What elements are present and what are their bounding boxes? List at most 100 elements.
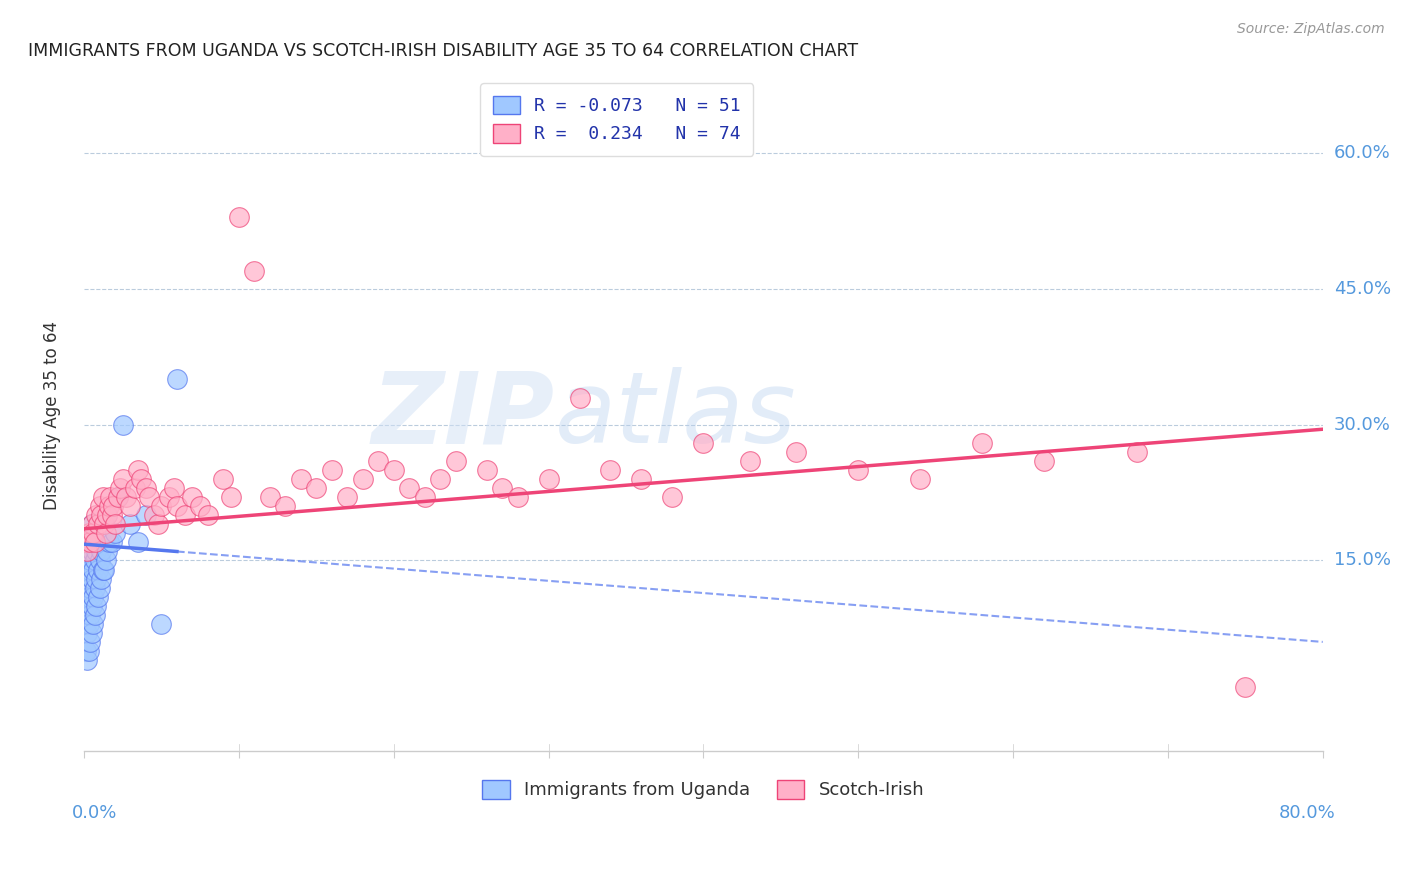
Point <box>537 472 560 486</box>
Point <box>76 625 98 640</box>
Text: 45.0%: 45.0% <box>1334 280 1391 298</box>
Point <box>86 572 108 586</box>
Point <box>305 481 328 495</box>
Point <box>82 526 104 541</box>
Text: 0.0%: 0.0% <box>72 804 117 822</box>
Point <box>94 526 117 541</box>
Point <box>120 499 142 513</box>
Point <box>77 590 100 604</box>
Point <box>413 490 436 504</box>
Point <box>80 599 103 613</box>
Text: 80.0%: 80.0% <box>1278 804 1336 822</box>
Point <box>76 599 98 613</box>
Point <box>692 435 714 450</box>
Point <box>506 490 529 504</box>
Point <box>80 517 103 532</box>
Point <box>104 517 127 532</box>
Point <box>77 644 100 658</box>
Point <box>127 463 149 477</box>
Point <box>76 572 98 586</box>
Point <box>96 508 118 523</box>
Point <box>76 544 98 558</box>
Point <box>321 463 343 477</box>
Text: 30.0%: 30.0% <box>1334 416 1391 434</box>
Point <box>90 544 112 558</box>
Point <box>181 490 204 504</box>
Point <box>82 590 104 604</box>
Point <box>135 481 157 495</box>
Point <box>96 544 118 558</box>
Point <box>219 490 242 504</box>
Point <box>93 517 115 532</box>
Point <box>1126 445 1149 459</box>
Point <box>107 490 129 504</box>
Point <box>80 625 103 640</box>
Text: Source: ZipAtlas.com: Source: ZipAtlas.com <box>1237 22 1385 37</box>
Point <box>908 472 931 486</box>
Point <box>367 454 389 468</box>
Point <box>173 508 195 523</box>
Point <box>429 472 451 486</box>
Point <box>80 517 103 532</box>
Point <box>91 562 114 576</box>
Point <box>166 499 188 513</box>
Point <box>76 653 98 667</box>
Point <box>115 490 138 504</box>
Point <box>87 562 110 576</box>
Point <box>972 435 994 450</box>
Point <box>491 481 513 495</box>
Y-axis label: Disability Age 35 to 64: Disability Age 35 to 64 <box>44 321 60 510</box>
Point <box>104 526 127 541</box>
Point <box>212 472 235 486</box>
Point <box>83 581 105 595</box>
Point <box>444 454 467 468</box>
Point <box>846 463 869 477</box>
Point <box>89 553 111 567</box>
Point <box>352 472 374 486</box>
Point <box>82 535 104 549</box>
Point <box>111 472 134 486</box>
Point <box>98 490 121 504</box>
Point <box>82 616 104 631</box>
Point <box>83 535 105 549</box>
Point <box>86 508 108 523</box>
Point <box>188 499 211 513</box>
Point <box>93 562 115 576</box>
Point <box>120 517 142 532</box>
Point <box>75 535 97 549</box>
Point <box>97 499 120 513</box>
Point <box>661 490 683 504</box>
Point <box>785 445 807 459</box>
Point <box>738 454 761 468</box>
Point <box>97 535 120 549</box>
Point <box>101 508 124 523</box>
Point <box>79 581 101 595</box>
Point <box>83 553 105 567</box>
Point <box>83 607 105 622</box>
Point <box>150 616 173 631</box>
Point <box>475 463 498 477</box>
Point <box>259 490 281 504</box>
Point <box>94 553 117 567</box>
Point <box>148 517 170 532</box>
Point <box>398 481 420 495</box>
Point <box>77 616 100 631</box>
Point <box>630 472 652 486</box>
Point <box>111 417 134 432</box>
Point <box>86 544 108 558</box>
Point <box>77 562 100 576</box>
Point <box>79 607 101 622</box>
Text: 60.0%: 60.0% <box>1334 145 1391 162</box>
Point <box>336 490 359 504</box>
Text: ZIP: ZIP <box>371 368 555 464</box>
Point <box>107 490 129 504</box>
Point <box>80 572 103 586</box>
Point <box>79 635 101 649</box>
Point <box>157 490 180 504</box>
Point <box>91 490 114 504</box>
Point <box>89 581 111 595</box>
Text: atlas: atlas <box>555 368 796 464</box>
Point <box>87 517 110 532</box>
Text: 15.0%: 15.0% <box>1334 551 1391 569</box>
Text: IMMIGRANTS FROM UGANDA VS SCOTCH-IRISH DISABILITY AGE 35 TO 64 CORRELATION CHART: IMMIGRANTS FROM UGANDA VS SCOTCH-IRISH D… <box>28 42 859 60</box>
